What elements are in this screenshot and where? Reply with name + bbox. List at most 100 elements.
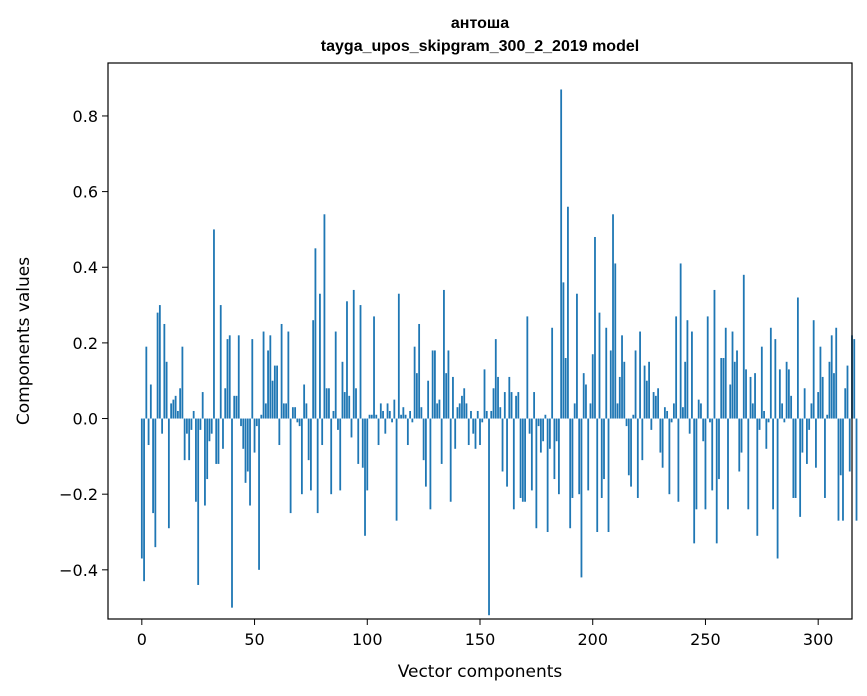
bar-84	[330, 418, 333, 495]
bar-280	[772, 418, 774, 510]
bar-195	[580, 418, 583, 578]
bar-142	[461, 395, 463, 419]
bar-168	[519, 418, 522, 498]
bar-132	[438, 399, 441, 419]
bar-248	[700, 403, 702, 419]
bar-3	[147, 418, 150, 446]
bar-5	[152, 418, 154, 514]
bar-310	[839, 418, 842, 476]
bar-224	[645, 380, 648, 419]
bar-22	[190, 418, 193, 430]
bar-27	[201, 392, 204, 419]
bar-47	[246, 418, 249, 472]
bar-306	[830, 335, 833, 419]
bar-117	[404, 414, 407, 419]
bar-199	[589, 403, 592, 419]
bar-279	[769, 327, 772, 419]
bar-303	[824, 418, 826, 498]
bar-263	[733, 361, 736, 419]
bar-73	[305, 403, 308, 419]
bar-202	[596, 418, 599, 533]
bar-60	[276, 365, 278, 419]
bar-141	[458, 403, 461, 419]
bar-255	[715, 418, 718, 544]
bar-246	[695, 418, 698, 510]
bar-214	[623, 361, 626, 419]
bar-18	[181, 346, 184, 419]
bar-105	[377, 418, 380, 446]
bar-302	[821, 376, 824, 419]
bar-23	[192, 410, 195, 419]
bar-156	[492, 388, 495, 419]
bar-264	[736, 350, 738, 419]
bar-173	[530, 418, 533, 491]
bar-65	[287, 331, 290, 419]
bar-228	[654, 395, 657, 419]
bar-225	[648, 361, 650, 419]
bar-4	[149, 384, 152, 419]
plot-frame	[107, 62, 853, 620]
bar-11	[165, 361, 168, 419]
bar-45	[242, 418, 245, 449]
bar-155	[490, 410, 493, 419]
bar-93	[350, 418, 353, 438]
bar-266	[740, 418, 743, 453]
bar-139	[454, 418, 457, 449]
bar-59	[273, 365, 276, 419]
bar-317	[855, 418, 858, 521]
bar-111	[391, 418, 393, 423]
bar-33	[215, 418, 218, 464]
bar-179	[544, 414, 547, 419]
bar-99	[364, 418, 366, 536]
bar-149	[476, 410, 479, 419]
y-tick-label-6: 0.8	[73, 107, 98, 126]
bar-28	[204, 418, 206, 506]
bar-7	[156, 312, 159, 419]
bar-197	[585, 384, 587, 419]
bar-301	[819, 346, 822, 419]
bar-64	[285, 403, 288, 419]
bar-252	[709, 418, 711, 423]
bar-145	[467, 418, 470, 446]
bar-100	[366, 418, 369, 491]
bar-114	[397, 293, 400, 419]
bar-176	[537, 418, 540, 427]
bar-298	[812, 320, 815, 419]
x-tick-label-50: 50	[244, 630, 264, 649]
bar-297	[810, 403, 813, 419]
bar-165	[512, 418, 515, 510]
bar-127	[427, 380, 430, 419]
bar-12	[167, 418, 170, 529]
bar-9	[161, 418, 164, 434]
bar-26	[199, 418, 202, 430]
bar-167	[517, 392, 520, 419]
bar-230	[659, 418, 662, 453]
bar-242	[686, 320, 689, 419]
bar-307	[833, 373, 835, 419]
bar-83	[328, 388, 330, 419]
bar-133	[440, 418, 443, 464]
y-axis: −0.4 −0.2 0.0 0.2 0.4 0.6 0.8	[59, 107, 108, 580]
bar-35	[219, 305, 222, 419]
bar-140	[456, 407, 459, 419]
bar-151	[481, 418, 484, 423]
bar-261	[729, 384, 732, 419]
bar-198	[587, 418, 590, 491]
bar-257	[720, 358, 723, 419]
bar-289	[792, 418, 795, 498]
bar-104	[375, 414, 378, 419]
bar-57	[269, 335, 272, 419]
y-tick-label-3: 0.2	[73, 334, 98, 353]
bar-249	[702, 418, 705, 442]
bar-21	[188, 418, 191, 461]
x-axis: 0 50 100 150 200 250 300	[137, 619, 833, 649]
x-tick-label-0: 0	[137, 630, 147, 649]
bar-239	[679, 263, 682, 419]
bar-180	[546, 418, 549, 533]
bar-101	[368, 414, 371, 419]
bar-17	[179, 388, 182, 419]
bar-14	[172, 399, 175, 419]
bar-185	[558, 418, 560, 495]
bar-217	[630, 418, 632, 487]
